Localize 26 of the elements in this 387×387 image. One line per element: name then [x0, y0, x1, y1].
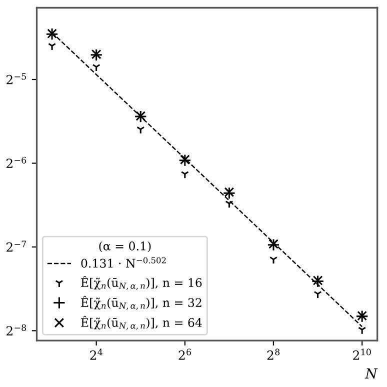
point: [267, 238, 280, 252]
point: [268, 239, 278, 249]
y-tick-label: 2$^{−5}$: [6, 73, 26, 84]
point: [136, 126, 145, 134]
x-tick-label: 2$^{6}$: [178, 348, 191, 360]
y-tick-label: 2$^{−6}$: [6, 156, 26, 168]
point: [269, 256, 278, 264]
point: [48, 42, 56, 51]
legend-title: (α = 0.1): [99, 241, 151, 252]
x-tick-label: 2$^{8}$: [267, 348, 280, 360]
x-tick-label: 2$^{4}$: [90, 348, 103, 360]
point: [92, 64, 100, 72]
legend-label: 0.131 · N$^{−0.502}$: [81, 257, 166, 268]
point: [314, 290, 322, 299]
point: [312, 276, 323, 286]
point: [311, 274, 324, 288]
point: [180, 171, 190, 179]
legend-label: Ê[χ̃$_{n}$(ū$_{N,α,n}$)], n = 16: [81, 276, 202, 290]
point: [358, 326, 366, 335]
point: [225, 200, 234, 208]
legend-label: Ê[χ̃$_{n}$(ū$_{N,α,n}$)], n = 64: [81, 316, 202, 330]
y-tick-label: 2$^{−7}$: [6, 240, 26, 252]
x-tick-label: 2$^{10}$: [353, 348, 371, 360]
legend-label: Ê[χ̃$_{n}$(ū$_{N,α,n}$)], n = 32: [81, 296, 202, 310]
y-tick-label: 2$^{−8}$: [6, 324, 26, 336]
x-axis-title: N: [364, 368, 378, 379]
